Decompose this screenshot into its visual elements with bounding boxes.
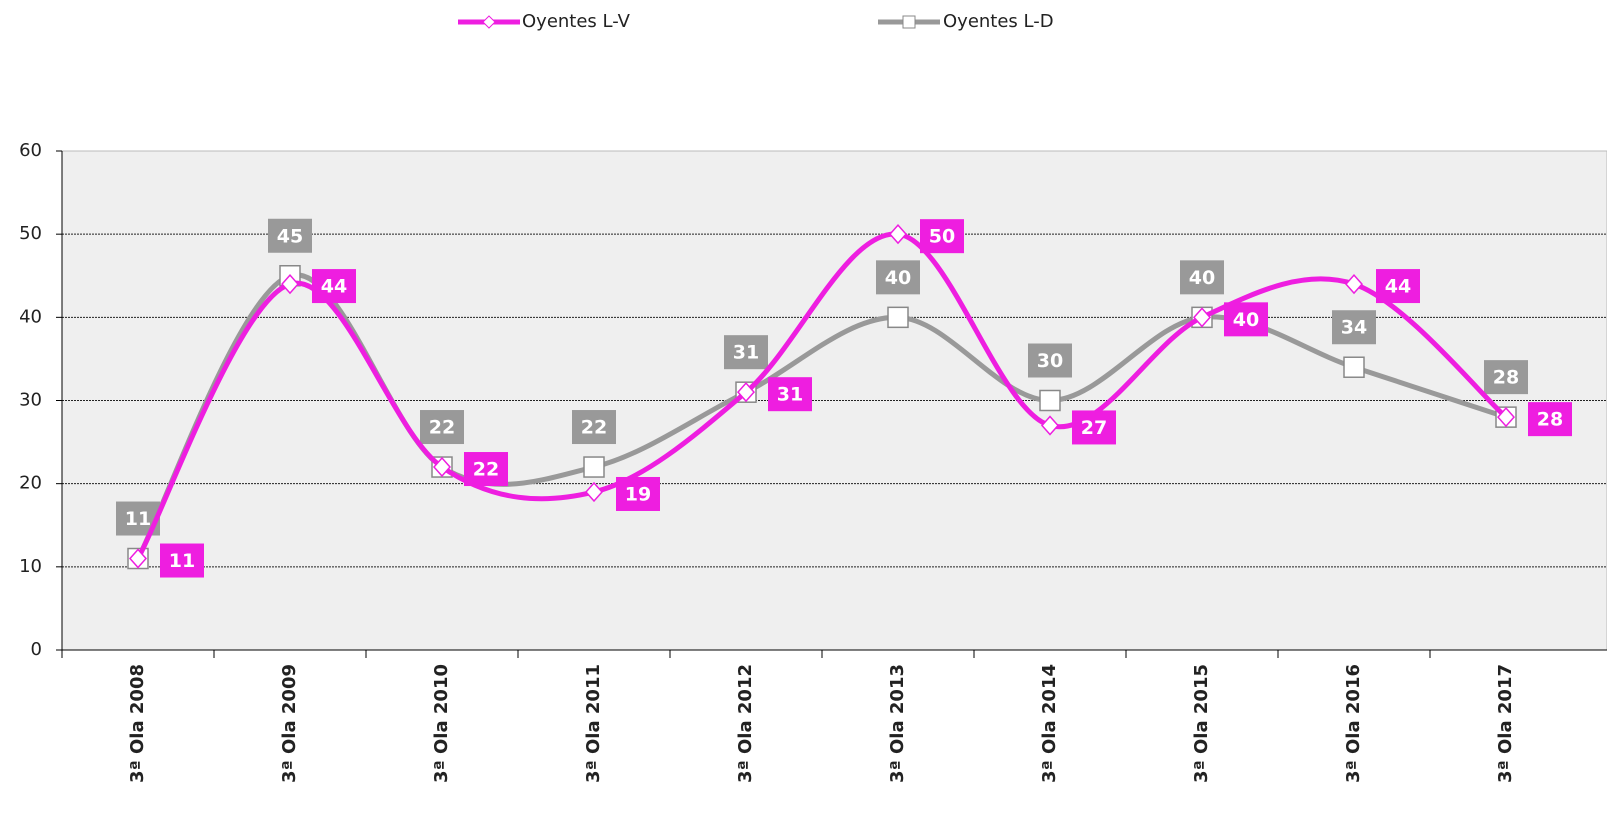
data-label: 28 — [1493, 367, 1519, 389]
x-tick-label: 3ª Ola 2015 — [1191, 664, 1212, 783]
data-label-box — [616, 476, 660, 511]
x-tick-label: 3ª Ola 2010 — [431, 664, 452, 783]
marker — [887, 306, 909, 329]
data-label-box — [1072, 410, 1116, 445]
marker — [1192, 307, 1212, 328]
y-tick-label: 0 — [31, 639, 42, 660]
data-label-box — [268, 218, 312, 253]
marker — [1040, 415, 1060, 436]
data-label-box — [312, 269, 356, 304]
data-label: 50 — [929, 226, 955, 248]
legend-marker — [482, 15, 496, 29]
data-label-box — [1332, 310, 1376, 345]
data-label-box — [464, 452, 508, 487]
data-label-box — [1484, 360, 1528, 395]
marker — [1039, 389, 1061, 412]
data-label: 11 — [125, 508, 151, 530]
data-label: 31 — [733, 342, 759, 364]
marker — [888, 224, 908, 245]
y-tick-label: 30 — [19, 390, 42, 411]
marker — [1343, 356, 1365, 378]
legend-marker — [902, 15, 916, 29]
x-tick-label: 3ª Ola 2016 — [1343, 664, 1364, 783]
x-tick-label: 3ª Ola 2008 — [127, 664, 148, 783]
x-tick-label: 3ª Ola 2011 — [583, 664, 604, 783]
data-label: 40 — [1233, 309, 1259, 331]
data-label-box — [572, 410, 616, 445]
marker — [583, 456, 605, 478]
y-tick-label: 60 — [19, 140, 42, 161]
data-label-box — [920, 219, 964, 254]
data-label: 11 — [169, 550, 195, 572]
data-label-box — [876, 260, 920, 295]
marker — [584, 481, 604, 503]
legend-label: Oyentes L-D — [943, 11, 1054, 32]
data-label: 28 — [1537, 409, 1563, 431]
y-tick-label: 10 — [19, 556, 42, 577]
x-tick-label: 3ª Ola 2009 — [279, 664, 300, 783]
marker — [1496, 407, 1516, 428]
data-label-box — [160, 543, 204, 578]
data-label: 27 — [1081, 417, 1107, 439]
marker — [128, 548, 148, 569]
data-label: 30 — [1037, 350, 1063, 372]
data-label: 45 — [277, 225, 303, 247]
marker — [1344, 273, 1364, 295]
marker — [736, 382, 756, 403]
data-label-box — [1028, 343, 1072, 378]
data-label-box — [768, 377, 812, 412]
data-label-box — [724, 335, 768, 370]
marker — [280, 273, 300, 295]
data-label: 22 — [581, 417, 607, 439]
data-label-box — [1180, 260, 1224, 295]
data-label: 44 — [1385, 276, 1411, 298]
x-tick-label: 3ª Ola 2014 — [1039, 664, 1060, 783]
legend-label: Oyentes L-V — [522, 11, 631, 32]
data-label: 19 — [625, 483, 651, 505]
data-label: 22 — [473, 459, 499, 481]
x-tick-label: 3ª Ola 2017 — [1495, 664, 1516, 783]
y-tick-label: 50 — [19, 223, 42, 244]
data-label-box — [1528, 402, 1572, 437]
data-label-box — [1224, 302, 1268, 337]
data-label: 22 — [429, 417, 455, 439]
data-label: 40 — [1189, 267, 1215, 289]
data-label-box — [420, 410, 464, 445]
x-tick-label: 3ª Ola 2013 — [887, 664, 908, 783]
y-tick-label: 20 — [19, 473, 42, 494]
data-label: 34 — [1341, 317, 1367, 339]
marker — [432, 456, 452, 478]
x-tick-label: 3ª Ola 2012 — [735, 664, 756, 783]
data-label: 40 — [885, 267, 911, 289]
y-tick-label: 40 — [19, 306, 42, 327]
data-label: 31 — [777, 384, 803, 406]
data-label-box — [1376, 269, 1420, 304]
data-label: 44 — [321, 276, 347, 298]
